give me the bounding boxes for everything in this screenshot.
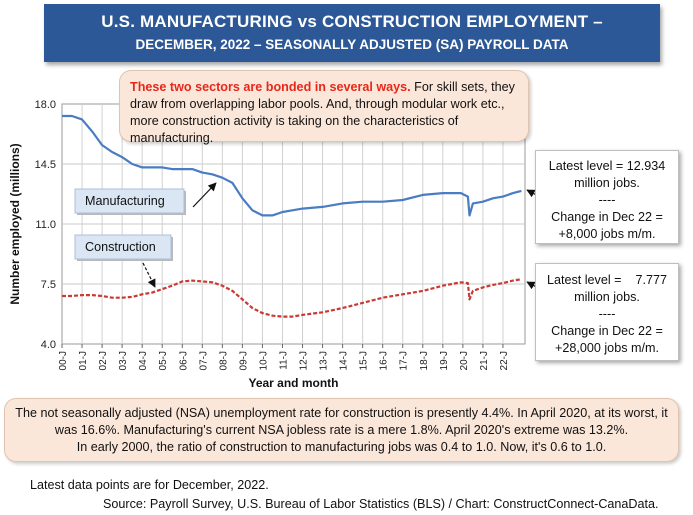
con-latest-line: Latest level = 7.777 (546, 273, 668, 287)
x-tick-label: 21-J (479, 351, 490, 370)
mfg-change-label: Change in Dec 22 = (551, 210, 663, 224)
x-tick-label: 04-J (138, 351, 149, 370)
y-tick-label: 18.0 (35, 99, 56, 111)
note-top-text: For skill sets, they draw from overlappi… (130, 80, 515, 145)
con-latest-unit: million jobs. (574, 290, 640, 304)
y-tick-label: 7.5 (41, 279, 56, 291)
x-tick-label: 14-J (339, 351, 350, 370)
title-banner: U.S. MANUFACTURING vs CONSTRUCTION EMPLO… (44, 4, 660, 62)
x-tick-label: 08-J (218, 351, 229, 370)
x-tick-label: 20-J (459, 351, 470, 370)
manufacturing-label-box (74, 188, 185, 214)
y-tick-label: 4.0 (41, 339, 56, 351)
mfg-latest-unit: million jobs. (574, 176, 640, 190)
con-change-label: Change in Dec 22 = (551, 324, 663, 338)
x-tick-label: 16-J (379, 351, 390, 370)
manufacturing-latest-box: Latest level = 12.934 million jobs. ----… (535, 150, 679, 244)
note-top-highlight: These two sectors are bonded in several … (130, 80, 411, 94)
footer-latest-note: Latest data points are for December, 202… (30, 478, 269, 492)
note-top-callout: These two sectors are bonded in several … (119, 70, 529, 145)
manufacturing-line (62, 114, 522, 217)
x-tick-label: 11-J (278, 351, 289, 370)
x-tick-label: 18-J (419, 351, 430, 370)
x-tick-label: 01-J (78, 351, 89, 370)
manufacturing-label-arrow (192, 182, 217, 208)
mfg-change-value: +8,000 jobs m/m. (558, 227, 656, 241)
construction-line (62, 278, 522, 318)
x-tick-label: 00-J (58, 351, 69, 370)
x-tick-label: 07-J (198, 351, 209, 370)
manufacturing-label-text: Manufacturing (85, 194, 165, 208)
note-bottom-line-2: was 16.6%. Manufacturing's current NSA j… (54, 423, 629, 437)
x-tick-label: 17-J (399, 351, 410, 370)
x-tick-label: 06-J (178, 351, 189, 370)
x-tick-label: 03-J (118, 351, 129, 370)
x-tick-label: 05-J (158, 351, 169, 370)
x-tick-label: 13-J (319, 351, 330, 370)
mfg-latest-line: Latest level = 12.934 (548, 159, 666, 173)
note-bottom-line-3: In early 2000, the ratio of construction… (76, 440, 607, 454)
construction-label-arrow (142, 262, 156, 288)
x-tick-label: 22-J (499, 351, 510, 370)
y-axis-title: Number employed (millions) (8, 143, 22, 304)
x-tick-label: 10-J (258, 351, 269, 370)
construction-label-box (74, 234, 172, 260)
note-bottom-callout: The not seasonally adjusted (NSA) unempl… (4, 398, 679, 462)
construction-latest-box: Latest level = 7.777 million jobs. ---- … (535, 263, 679, 361)
footer-source: Source: Payroll Survey, U.S. Bureau of L… (103, 497, 659, 511)
y-tick-label: 11.0 (35, 219, 56, 231)
x-axis-title: Year and month (248, 376, 338, 390)
mfg-separator: ---- (598, 193, 616, 207)
x-tick-label: 02-J (98, 351, 109, 370)
y-tick-label: 14.5 (35, 159, 56, 171)
construction-label-text: Construction (85, 240, 156, 254)
x-tick-label: 15-J (359, 351, 370, 370)
note-bottom-line-1: The not seasonally adjusted (NSA) unempl… (15, 406, 668, 420)
con-change-value: +28,000 jobs m/m. (555, 341, 659, 355)
x-tick-label: 12-J (299, 351, 310, 370)
chart-subtitle: DECEMBER, 2022 – SEASONALLY ADJUSTED (SA… (135, 37, 569, 52)
con-separator: ---- (598, 307, 616, 321)
chart-title: U.S. MANUFACTURING vs CONSTRUCTION EMPLO… (101, 12, 603, 31)
x-tick-label: 09-J (238, 351, 249, 370)
x-tick-label: 19-J (439, 351, 450, 370)
